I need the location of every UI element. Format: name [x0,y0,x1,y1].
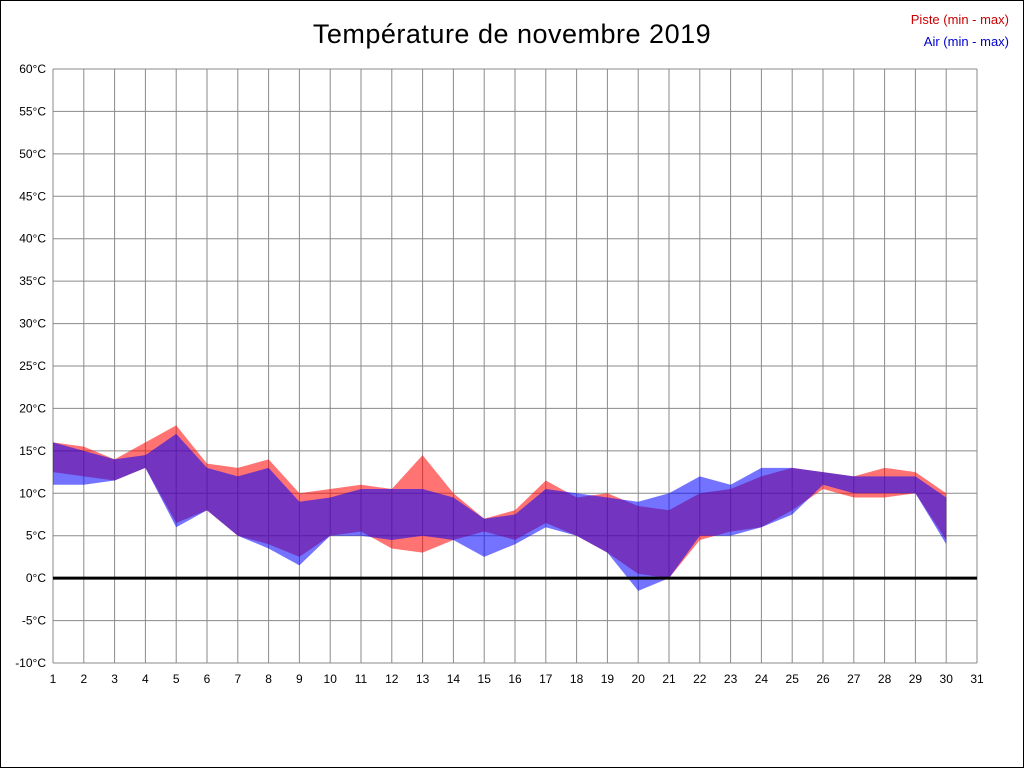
svg-text:22: 22 [693,672,707,686]
svg-text:28: 28 [878,672,892,686]
svg-text:16: 16 [508,672,522,686]
svg-text:2: 2 [80,672,87,686]
svg-text:60°C: 60°C [19,62,46,76]
svg-text:15°C: 15°C [19,444,46,458]
legend-item-air: Air (min - max) [911,31,1009,53]
svg-text:55°C: 55°C [19,104,46,118]
svg-text:25°C: 25°C [19,359,46,373]
legend: Piste (min - max) Air (min - max) [911,9,1009,53]
svg-text:10: 10 [324,672,338,686]
svg-text:1: 1 [50,672,57,686]
svg-text:31: 31 [970,672,984,686]
svg-text:20: 20 [632,672,646,686]
svg-text:50°C: 50°C [19,147,46,161]
svg-text:26: 26 [816,672,830,686]
svg-text:-5°C: -5°C [22,614,46,628]
svg-text:20°C: 20°C [19,401,46,415]
svg-text:30°C: 30°C [19,317,46,331]
svg-text:0°C: 0°C [26,571,46,585]
svg-text:15: 15 [478,672,492,686]
svg-text:18: 18 [570,672,584,686]
svg-text:11: 11 [355,672,368,686]
svg-text:-10°C: -10°C [15,656,46,670]
svg-text:14: 14 [447,672,461,686]
svg-text:5: 5 [173,672,180,686]
svg-text:45°C: 45°C [19,189,46,203]
svg-text:35°C: 35°C [19,274,46,288]
svg-text:12: 12 [385,672,399,686]
svg-text:13: 13 [416,672,430,686]
legend-item-piste: Piste (min - max) [911,9,1009,31]
svg-text:7: 7 [234,672,241,686]
svg-text:23: 23 [724,672,738,686]
svg-text:21: 21 [662,672,676,686]
svg-text:8: 8 [265,672,272,686]
svg-text:19: 19 [601,672,615,686]
svg-text:5°C: 5°C [26,529,46,543]
svg-text:40°C: 40°C [19,232,46,246]
chart-title: Température de novembre 2019 [312,19,712,49]
svg-text:9: 9 [296,672,303,686]
svg-text:4: 4 [142,672,149,686]
legend-air-label: Air (min - max) [923,34,1009,49]
svg-text:10°C: 10°C [19,486,46,500]
legend-piste-label: Piste (min - max) [910,12,1009,27]
svg-text:25: 25 [786,672,800,686]
svg-text:3: 3 [111,672,118,686]
svg-text:17: 17 [539,672,553,686]
svg-text:29: 29 [909,672,923,686]
svg-text:30: 30 [940,672,954,686]
svg-text:24: 24 [755,672,769,686]
svg-text:27: 27 [847,672,861,686]
svg-text:6: 6 [204,672,211,686]
